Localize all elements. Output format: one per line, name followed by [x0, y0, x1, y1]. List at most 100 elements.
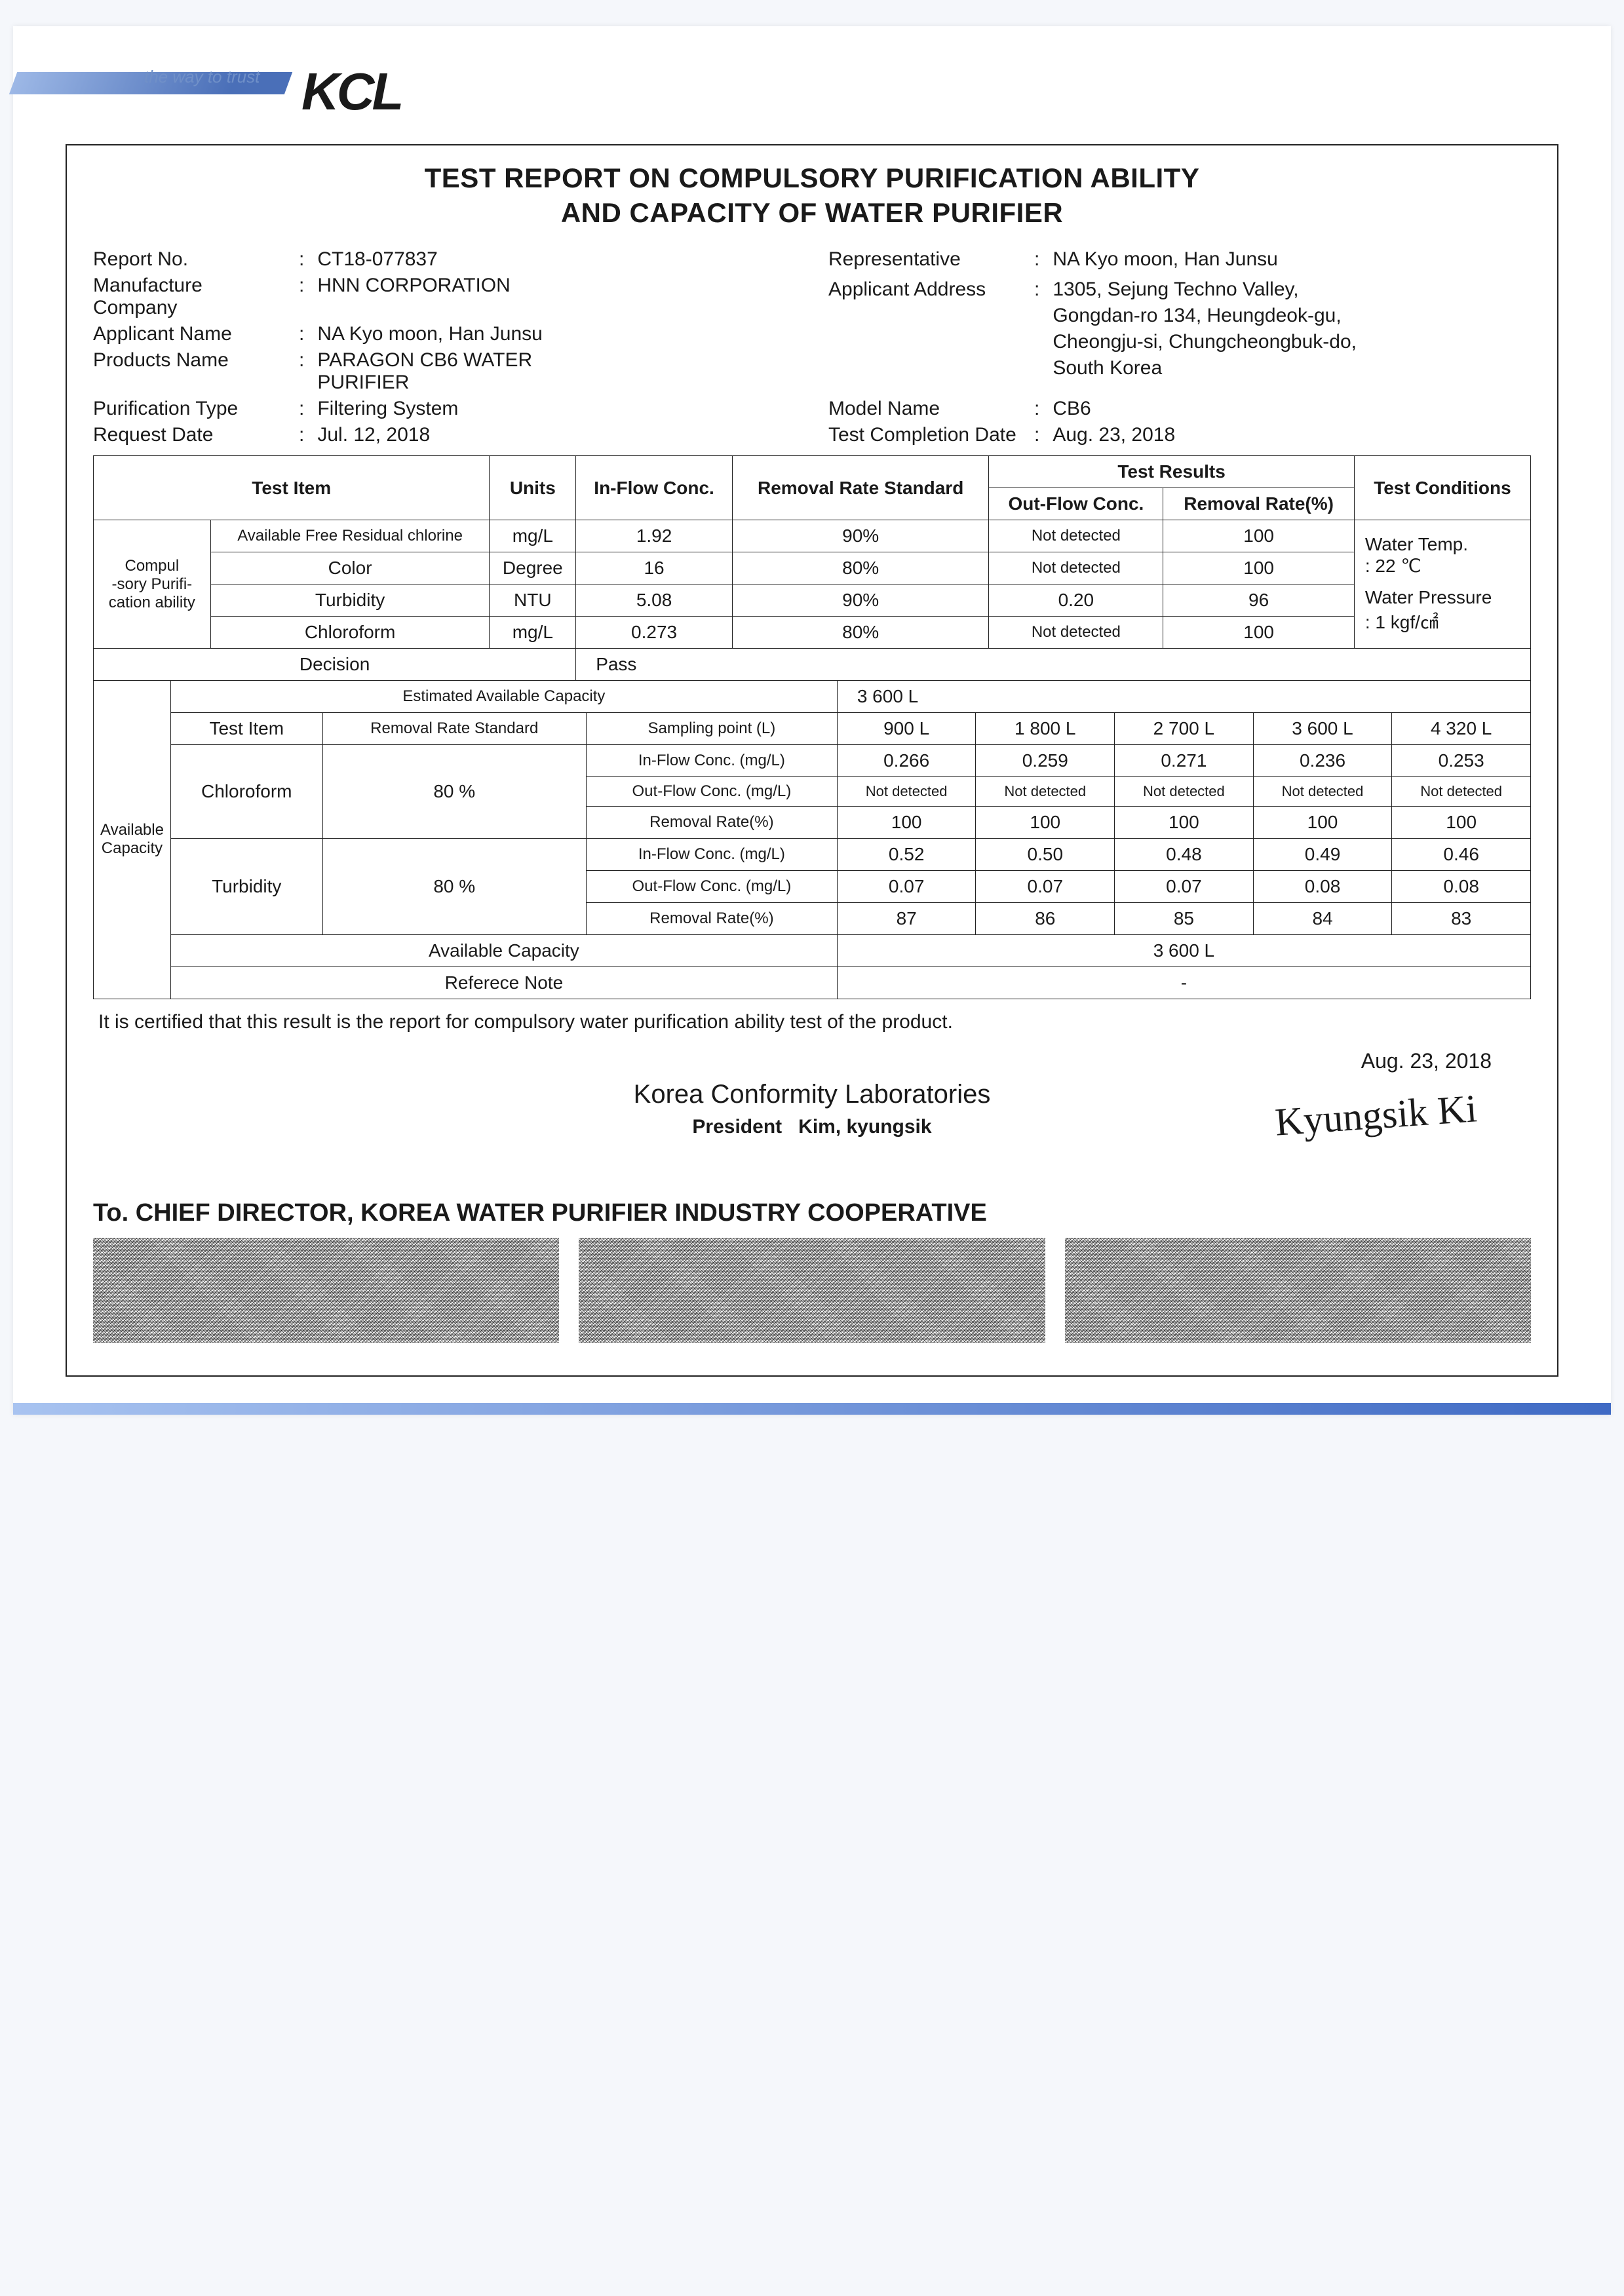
cond-line: : 22 ℃ [1365, 555, 1524, 577]
meta-label: Applicant Address [828, 278, 1025, 301]
meta-label: Request Date [93, 424, 290, 446]
security-pattern-row [93, 1238, 1531, 1343]
cell: Chloroform [210, 617, 490, 649]
decision-label: Decision [94, 649, 576, 681]
sample-point: 4 320 L [1392, 712, 1531, 744]
cell: 0.48 [1115, 838, 1254, 870]
cell: mg/L [490, 617, 576, 649]
th-removal-std: Removal Rate Standard [732, 456, 988, 520]
cell: NTU [490, 584, 576, 617]
cell: 0.08 [1253, 870, 1392, 902]
cell: 100 [1163, 617, 1355, 649]
table-row: Decision Pass [94, 649, 1531, 681]
avail-cap-label: Available Capacity [170, 934, 837, 966]
meta-report-no: Report No. : CT18-077837 [93, 248, 796, 271]
cond-line: Water Temp. [1365, 534, 1524, 555]
meta-representative: Representative : NA Kyo moon, Han Junsu [828, 248, 1531, 271]
certification-text: It is certified that this result is the … [98, 1011, 1526, 1033]
cell: 0.49 [1253, 838, 1392, 870]
meta-label: Manufacture Company [93, 275, 290, 319]
ref-note-value: - [837, 966, 1530, 999]
cell: 0.07 [976, 870, 1115, 902]
decision-value: Pass [576, 649, 1531, 681]
meta-purification-type: Purification Type : Filtering System [93, 398, 796, 420]
row-label: In-Flow Conc. (mg/L) [586, 744, 837, 776]
cell: 0.50 [976, 838, 1115, 870]
cell: 0.46 [1392, 838, 1531, 870]
cell: 100 [1163, 552, 1355, 584]
cell: mg/L [490, 520, 576, 552]
th-inflow: In-Flow Conc. [576, 456, 733, 520]
meta-label: Test Completion Date [828, 424, 1025, 446]
avail-cap-value: 3 600 L [837, 934, 1530, 966]
cell: 87 [837, 902, 976, 934]
row-label: In-Flow Conc. (mg/L) [586, 838, 837, 870]
table-row: Chloroform 80 % In-Flow Conc. (mg/L) 0.2… [94, 744, 1531, 776]
cell: 1.92 [576, 520, 733, 552]
cell: 100 [1253, 806, 1392, 838]
meta-value: NA Kyo moon, Han Junsu [1053, 248, 1531, 271]
th-units: Units [490, 456, 576, 520]
cell: Not detected [837, 776, 976, 806]
th-conditions: Test Conditions [1354, 456, 1530, 520]
capacity-table: Available Capacity Estimated Available C… [93, 680, 1531, 999]
cell: 0.259 [976, 744, 1115, 776]
cell: 0.236 [1253, 744, 1392, 776]
cell: 0.07 [1115, 870, 1254, 902]
cell: 0.20 [989, 584, 1163, 617]
row-label: Removal Rate(%) [586, 902, 837, 934]
cell: 85 [1115, 902, 1254, 934]
meta-applicant-name: Applicant Name : NA Kyo moon, Han Junsu [93, 323, 796, 345]
meta-grid: Report No. : CT18-077837 Representative … [93, 248, 1531, 446]
cell: Turbidity [210, 584, 490, 617]
meta-completion-date: Test Completion Date : Aug. 23, 2018 [828, 424, 1531, 446]
meta-label: Products Name [93, 349, 290, 372]
cell: Not detected [1392, 776, 1531, 806]
est-cap-value: 3 600 L [837, 680, 1530, 712]
product-line: PARAGON CB6 WATER [317, 349, 796, 372]
meta-product-name: Products Name : PARAGON CB6 WATER PURIFI… [93, 349, 796, 394]
cell: 96 [1163, 584, 1355, 617]
president-label: President [692, 1116, 782, 1138]
row-label: Removal Rate(%) [586, 806, 837, 838]
cell: 84 [1253, 902, 1392, 934]
cell: Degree [490, 552, 576, 584]
item-name: Turbidity [170, 838, 322, 934]
sample-point: 3 600 L [1253, 712, 1392, 744]
row-group: Available Capacity [94, 680, 171, 999]
table-row: Test Item Units In-Flow Conc. Removal Ra… [94, 456, 1531, 488]
th-removal-rate: Removal Rate(%) [1163, 488, 1355, 520]
th-removal-std: Removal Rate Standard [322, 712, 586, 744]
table-row: Referece Note - [94, 966, 1531, 999]
meta-request-date: Request Date : Jul. 12, 2018 [93, 424, 796, 446]
table-row: Compul -sory Purifi- cation ability Avai… [94, 520, 1531, 552]
est-cap-label: Estimated Available Capacity [170, 680, 837, 712]
table-row: Chloroform mg/L 0.273 80% Not detected 1… [94, 617, 1531, 649]
item-std: 80 % [322, 744, 586, 838]
cell: 83 [1392, 902, 1531, 934]
ref-note-label: Referece Note [170, 966, 837, 999]
meta-label: Representative [828, 248, 1025, 271]
th-sampling: Sampling point (L) [586, 712, 837, 744]
conditions-cell: Water Temp. : 22 ℃ Water Pressure : 1 kg… [1354, 520, 1530, 649]
product-line: PURIFIER [317, 372, 796, 394]
issue-date: Aug. 23, 2018 [93, 1049, 1492, 1073]
meta-value: 1305, Sejung Techno Valley, Gongdan-ro 1… [1053, 275, 1531, 379]
meta-address: Applicant Address : 1305, Sejung Techno … [828, 275, 1531, 394]
cond-line: Water Pressure [1365, 587, 1524, 608]
cell: 100 [976, 806, 1115, 838]
item-name: Chloroform [170, 744, 322, 838]
security-pattern [93, 1238, 559, 1343]
address-line: Cheongju-si, Chungcheongbuk-do, [1053, 331, 1531, 353]
title-line-2: AND CAPACITY OF WATER PURIFIER [93, 196, 1531, 231]
th-test-results: Test Results [989, 456, 1355, 488]
address-line: 1305, Sejung Techno Valley, [1053, 278, 1531, 301]
meta-label: Purification Type [93, 398, 290, 420]
cell: Not detected [1253, 776, 1392, 806]
cell: 16 [576, 552, 733, 584]
meta-value: NA Kyo moon, Han Junsu [317, 323, 796, 345]
cell: Not detected [1115, 776, 1254, 806]
th-outflow: Out-Flow Conc. [989, 488, 1163, 520]
meta-value: CT18-077837 [317, 248, 796, 271]
brand-logo: KCL [301, 62, 401, 122]
